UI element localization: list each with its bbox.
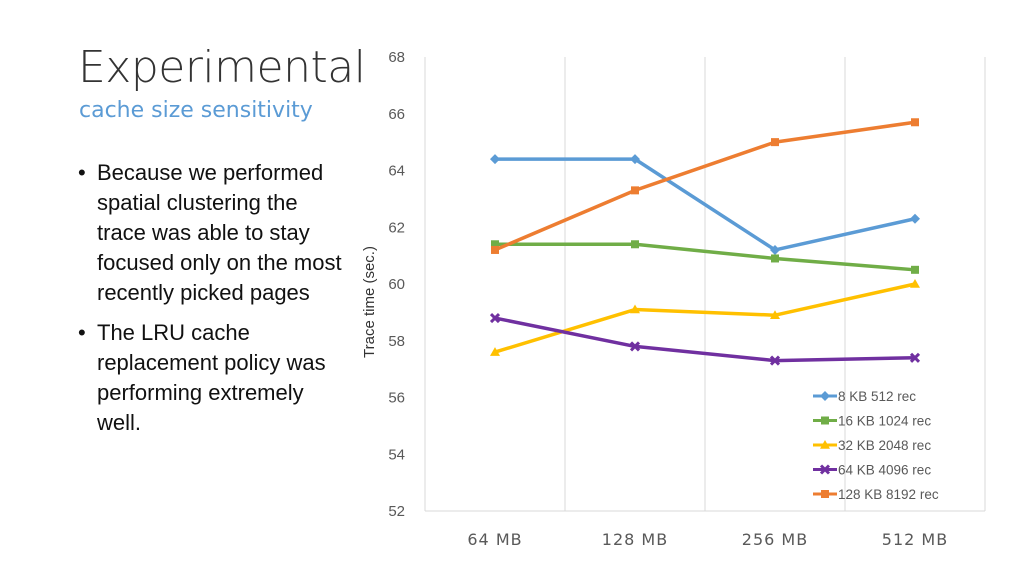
y-tick-label: 52 — [388, 503, 405, 520]
x-tick-label: 64 MB — [467, 530, 522, 549]
series-line — [493, 157, 917, 252]
data-point-stroke — [489, 312, 501, 324]
data-point-stroke — [819, 464, 831, 475]
x-tick-label: 512 MB — [882, 530, 948, 549]
slide-title: Experimental — [78, 42, 366, 93]
data-point — [771, 254, 779, 263]
series-group — [489, 312, 921, 366]
y-axis-ticks: 52 54 56 58 60 62 64 66 68 — [388, 49, 405, 520]
chart-legend: 8 KB 512 rec 16 KB 1024 rec 32 KB 2048 rec… — [813, 389, 939, 502]
data-point — [821, 490, 829, 498]
bullet-item: • Because we performed spatial clusterin… — [78, 158, 348, 308]
data-point-stroke — [629, 341, 641, 352]
y-tick-label: 64 — [388, 163, 405, 180]
data-point — [820, 391, 830, 401]
data-point — [629, 341, 641, 352]
y-tick-label: 60 — [388, 276, 405, 293]
series-group — [491, 118, 919, 254]
x-tick-label: 128 MB — [602, 530, 668, 549]
data-point — [911, 265, 919, 274]
legend-item: 8 KB 512 rec — [813, 389, 916, 404]
legend-label: 128 KB 8192 rec — [838, 487, 939, 502]
legend-item: 32 KB 2048 rec — [813, 438, 931, 453]
y-tick-label: 66 — [388, 106, 405, 123]
data-point — [490, 154, 500, 165]
chart-series — [489, 118, 921, 366]
data-point — [911, 118, 919, 127]
bullet-text: The LRU cache replacement policy was per… — [97, 320, 326, 435]
data-point-stroke — [909, 352, 921, 363]
data-point — [909, 352, 921, 363]
data-point — [491, 240, 499, 249]
data-point — [769, 355, 781, 366]
data-point — [910, 213, 920, 224]
data-point — [770, 310, 780, 319]
data-point — [631, 240, 639, 249]
data-point — [630, 304, 640, 314]
bullet-dot-icon: • — [78, 160, 86, 185]
data-point — [631, 186, 639, 195]
legend-label: 16 KB 1024 rec — [838, 414, 931, 429]
data-point — [490, 347, 500, 356]
bullet-text: Because we performed spatial clustering … — [97, 160, 342, 305]
data-point — [489, 312, 501, 324]
data-point — [771, 138, 779, 147]
bullet-dot-icon: • — [78, 320, 86, 345]
legend-label: 64 KB 4096 rec — [838, 463, 931, 478]
slide-subtitle: cache size sensitivity — [79, 98, 313, 123]
x-axis-ticks: 64 MB 128 MB 256 MB 512 MB — [467, 530, 948, 549]
data-point — [630, 154, 640, 165]
data-point — [819, 464, 831, 475]
data-point — [910, 279, 920, 288]
data-point — [491, 245, 499, 254]
y-tick-label: 68 — [388, 49, 405, 66]
x-tick-label: 256 MB — [742, 530, 808, 549]
series-line — [493, 316, 917, 363]
legend-item: 128 KB 8192 rec — [813, 487, 939, 502]
series-line — [493, 120, 917, 252]
series-group — [490, 154, 920, 255]
y-tick-label: 62 — [388, 219, 405, 236]
y-axis-label: Trace time (sec.) — [361, 246, 378, 358]
data-point-stroke — [769, 355, 781, 366]
bullet-list: • Because we performed spatial clusterin… — [78, 158, 348, 448]
y-tick-label: 56 — [388, 390, 405, 407]
bullet-item: • The LRU cache replacement policy was p… — [78, 318, 348, 438]
series-group — [491, 240, 919, 274]
data-point — [821, 416, 829, 425]
legend-label: 8 KB 512 rec — [838, 389, 916, 404]
data-point — [770, 244, 780, 255]
data-point — [820, 440, 830, 449]
y-tick-label: 58 — [388, 333, 405, 350]
legend-item: 64 KB 4096 rec — [813, 463, 931, 478]
series-line — [493, 242, 917, 272]
legend-label: 32 KB 2048 rec — [838, 438, 931, 453]
legend-item: 16 KB 1024 rec — [813, 414, 931, 429]
y-tick-label: 54 — [388, 446, 405, 463]
